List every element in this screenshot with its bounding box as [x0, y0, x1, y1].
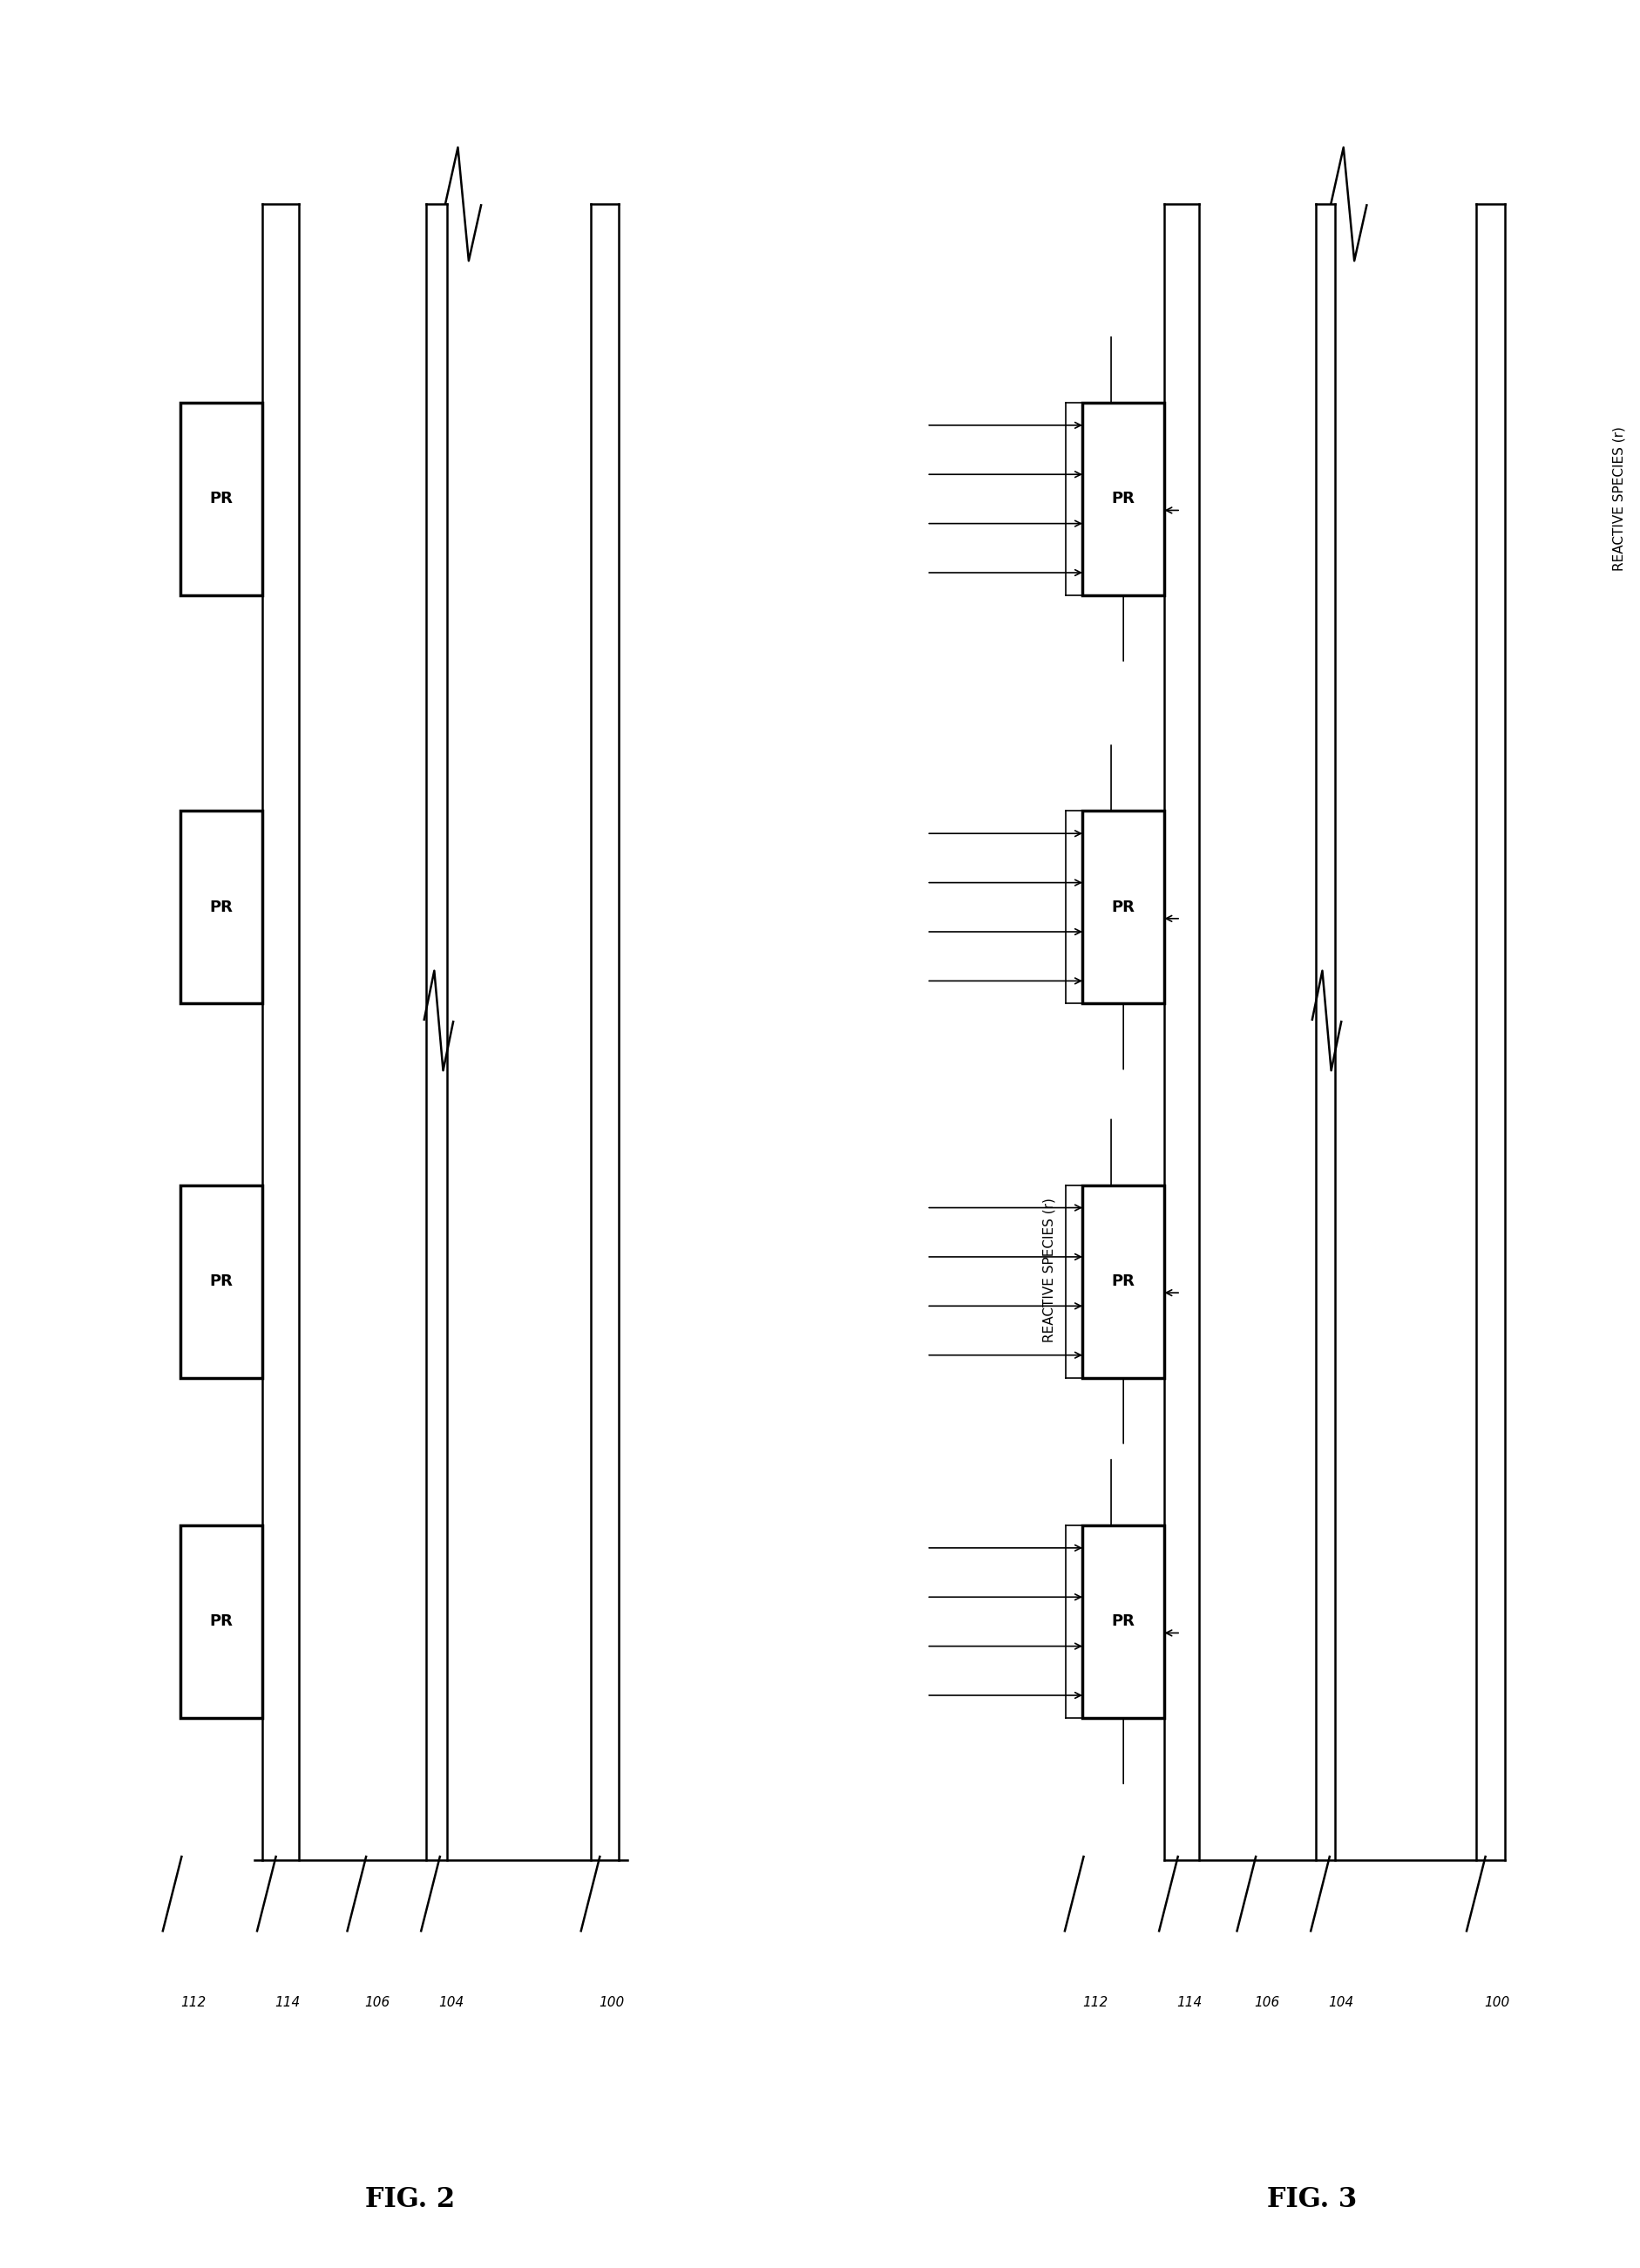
Text: 100: 100 — [1484, 1996, 1510, 2009]
Text: 112: 112 — [180, 1996, 207, 2009]
Text: PR: PR — [210, 492, 233, 506]
Text: PR: PR — [210, 900, 233, 914]
Bar — [180, 1526, 262, 1719]
Bar — [1082, 1184, 1164, 1377]
Bar — [1082, 404, 1164, 594]
Text: PR: PR — [1112, 492, 1135, 506]
Bar — [180, 1184, 262, 1377]
Text: 104: 104 — [438, 1996, 464, 2009]
Text: FIG. 2: FIG. 2 — [366, 2186, 454, 2214]
Text: 114: 114 — [276, 1996, 300, 2009]
Text: 106: 106 — [364, 1996, 390, 2009]
Text: PR: PR — [1112, 900, 1135, 914]
Text: PR: PR — [210, 1615, 233, 1628]
Text: 112: 112 — [1082, 1996, 1109, 2009]
Text: PR: PR — [1112, 1275, 1135, 1288]
Text: PR: PR — [210, 1275, 233, 1288]
Text: REACTIVE SPECIES (r): REACTIVE SPECIES (r) — [1614, 426, 1625, 572]
Text: 106: 106 — [1255, 1996, 1281, 2009]
Bar — [180, 812, 262, 1002]
Bar — [1082, 1526, 1164, 1719]
Bar — [180, 404, 262, 594]
Text: 114: 114 — [1178, 1996, 1202, 2009]
Text: 104: 104 — [1328, 1996, 1355, 2009]
Text: REACTIVE SPECIES (r): REACTIVE SPECIES (r) — [1043, 1198, 1056, 1343]
Text: 100: 100 — [599, 1996, 625, 2009]
Text: FIG. 3: FIG. 3 — [1268, 2186, 1356, 2214]
Bar — [1082, 812, 1164, 1002]
Text: PR: PR — [1112, 1615, 1135, 1628]
